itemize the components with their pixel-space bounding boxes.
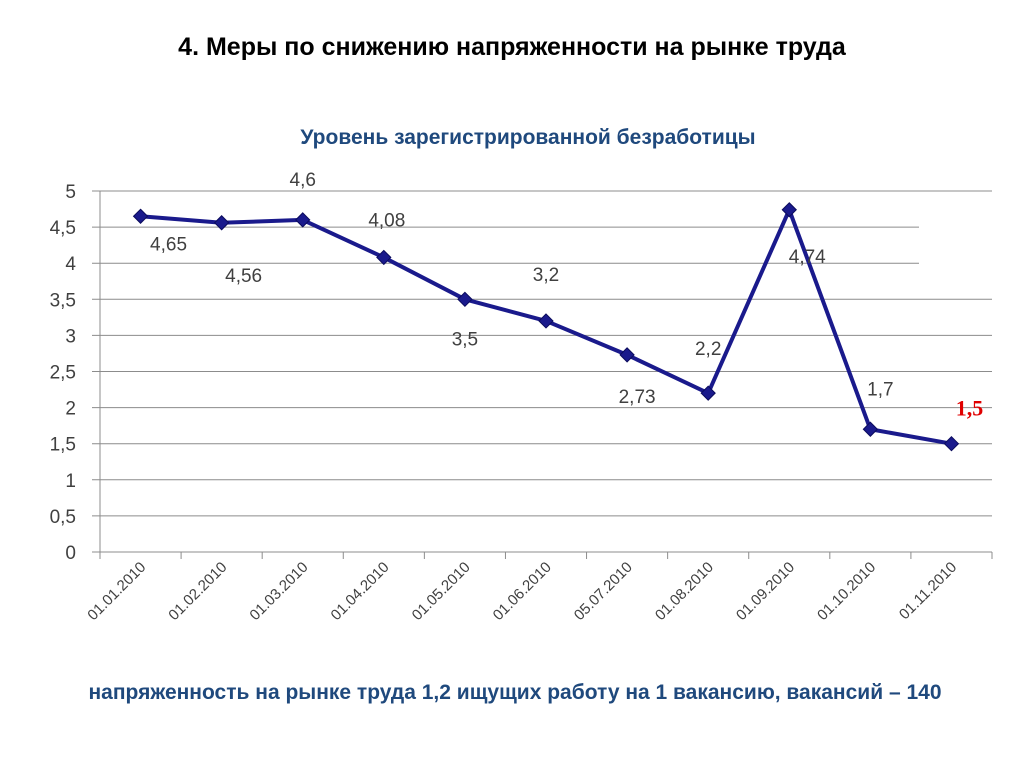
data-label: 4,08 bbox=[368, 210, 405, 231]
data-point bbox=[700, 385, 716, 401]
x-tick-label: 01.10.2010 bbox=[814, 559, 879, 624]
x-tick-label: 01.09.2010 bbox=[733, 559, 798, 624]
y-tick-label: 5 bbox=[65, 182, 76, 203]
y-tick-label: 0,5 bbox=[50, 507, 76, 528]
y-tick-label: 1,5 bbox=[50, 435, 76, 456]
y-tick-label: 3,5 bbox=[50, 290, 76, 311]
x-tick-label: 05.07.2010 bbox=[571, 559, 636, 624]
data-point bbox=[132, 208, 149, 224]
y-tick-label: 4 bbox=[65, 254, 76, 275]
y-tick-label: 4,5 bbox=[50, 218, 76, 239]
data-label: 2,2 bbox=[695, 339, 721, 360]
x-tick-label: 01.05.2010 bbox=[409, 559, 474, 624]
series-layer bbox=[132, 202, 960, 452]
y-tick-label: 2 bbox=[65, 399, 76, 420]
data-point bbox=[295, 212, 311, 228]
data-label: 3,2 bbox=[533, 265, 559, 286]
data-label: 4,56 bbox=[225, 266, 262, 287]
data-point bbox=[538, 313, 554, 329]
x-tick-label: 01.01.2010 bbox=[84, 559, 149, 624]
data-label: 4,65 bbox=[150, 234, 187, 255]
data-label: 1,7 bbox=[867, 379, 893, 400]
slide-title: 4. Меры по снижению напряженности на рын… bbox=[178, 33, 846, 61]
data-label: 4,74 bbox=[789, 247, 826, 268]
data-label: 2,73 bbox=[619, 387, 656, 408]
x-tick-label: 01.02.2010 bbox=[165, 559, 230, 624]
data-point bbox=[457, 291, 473, 308]
data-label: 3,5 bbox=[452, 329, 478, 350]
y-tick-label: 1 bbox=[65, 471, 76, 492]
data-point bbox=[862, 421, 879, 437]
data-point bbox=[213, 215, 230, 231]
data-label: 1,5 bbox=[956, 396, 984, 421]
data-point bbox=[376, 249, 392, 266]
footer-note: напряженность на рынке труда 1,2 ищущих … bbox=[88, 681, 942, 704]
x-tick-label: 01.04.2010 bbox=[328, 559, 393, 624]
x-tick-label: 01.11.2010 bbox=[896, 559, 960, 623]
axis-layer: 0 0,5 1 1,5 2 2,5 3 3,5 4 4,5 5 01.01.2010 01.02.201… bbox=[50, 182, 993, 624]
x-tick-label: 01.08.2010 bbox=[652, 559, 717, 624]
x-tick-label: 01.06.2010 bbox=[490, 559, 555, 624]
y-tick-label: 2,5 bbox=[50, 363, 76, 384]
label-layer: 4,65 4,56 4,6 4,08 3,5 3,2 2,73 2,2 4,74 1,7 1,5 bbox=[150, 170, 983, 421]
chart-title: Уровень зарегистрированной безработицы bbox=[300, 126, 756, 149]
data-point bbox=[619, 347, 635, 363]
grid-layer bbox=[92, 190, 992, 553]
x-tick-label: 01.03.2010 bbox=[246, 559, 311, 624]
y-tick-label: 0 bbox=[65, 543, 76, 564]
data-label: 4,6 bbox=[290, 170, 316, 191]
data-point bbox=[943, 435, 960, 452]
y-tick-label: 3 bbox=[65, 326, 76, 347]
data-point bbox=[781, 202, 797, 218]
